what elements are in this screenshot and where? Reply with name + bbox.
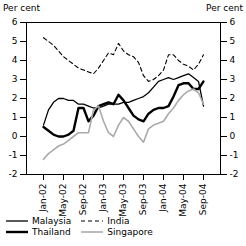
svg-text:5: 5 — [230, 36, 236, 46]
html-text:Singapore: Singapore — [107, 227, 153, 237]
svg-text:Jan-03: Jan-03 — [98, 184, 108, 214]
html-text:Per cent: Per cent — [206, 3, 243, 13]
svg-text:0: 0 — [12, 131, 18, 141]
svg-text:May-04: May-04 — [178, 183, 188, 216]
svg-text:-2: -2 — [230, 169, 239, 179]
svg-text:Sep-03: Sep-03 — [138, 184, 148, 216]
svg-text:-2: -2 — [9, 169, 18, 179]
svg-text:Jan-02: Jan-02 — [38, 184, 48, 214]
svg-text:5: 5 — [12, 36, 18, 46]
svg-text:1: 1 — [12, 112, 18, 122]
svg-text:3: 3 — [12, 74, 18, 84]
html-text:India: India — [107, 216, 130, 226]
svg-text:Jan-04: Jan-04 — [158, 183, 168, 213]
svg-text:2: 2 — [12, 93, 18, 103]
svg-text:4: 4 — [230, 55, 236, 65]
html-text:Malaysia: Malaysia — [32, 216, 72, 226]
html-text:Thailand: Thailand — [32, 227, 71, 237]
svg-text:Sep-02: Sep-02 — [78, 184, 88, 216]
svg-text:6: 6 — [230, 17, 236, 27]
html-text:Per cent: Per cent — [3, 3, 40, 13]
svg-text:-1: -1 — [230, 150, 239, 160]
svg-text:2: 2 — [230, 93, 236, 103]
svg-text:4: 4 — [12, 55, 18, 65]
svg-text:Sep-04: Sep-04 — [198, 183, 208, 215]
svg-text:0: 0 — [230, 131, 236, 141]
svg-text:May-03: May-03 — [118, 184, 128, 217]
svg-text:May-02: May-02 — [58, 184, 68, 217]
svg-text:6: 6 — [12, 17, 18, 27]
svg-text:-1: -1 — [9, 150, 18, 160]
svg-text:3: 3 — [230, 74, 236, 84]
svg-text:1: 1 — [230, 112, 236, 122]
